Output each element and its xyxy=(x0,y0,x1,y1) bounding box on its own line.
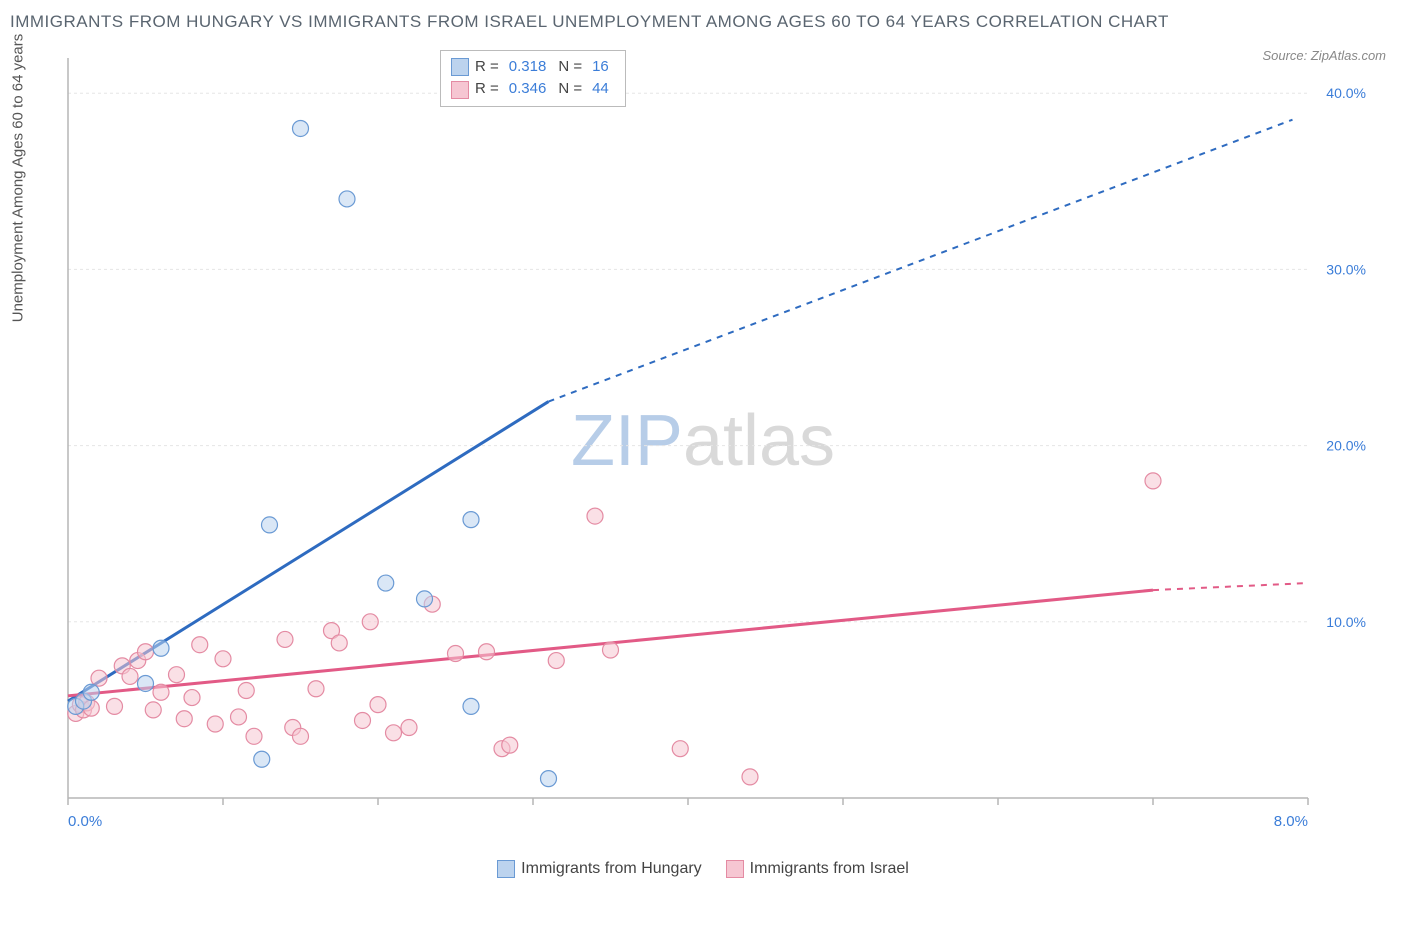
series-swatch-hungary xyxy=(497,860,515,878)
svg-text:10.0%: 10.0% xyxy=(1326,614,1366,630)
plot-wrapper: Unemployment Among Ages 60 to 64 years Z… xyxy=(10,38,1396,878)
legend-swatch-hungary xyxy=(451,58,469,76)
legend-row-israel: R = 0.346 N = 44 xyxy=(451,78,615,101)
chart-container: IMMIGRANTS FROM HUNGARY VS IMMIGRANTS FR… xyxy=(10,10,1396,878)
legend-swatch-israel xyxy=(451,81,469,99)
series-legend-israel: Immigrants from Israel xyxy=(726,860,909,878)
correlation-legend: R = 0.318 N = 16 R = 0.346 N = 44 xyxy=(440,50,626,107)
series-label-hungary: Immigrants from Hungary xyxy=(521,860,702,878)
svg-text:0.0%: 0.0% xyxy=(68,813,102,830)
chart-title: IMMIGRANTS FROM HUNGARY VS IMMIGRANTS FR… xyxy=(10,10,1396,34)
legend-row-hungary: R = 0.318 N = 16 xyxy=(451,56,615,79)
data-points xyxy=(68,120,1161,786)
n-label: N = xyxy=(558,78,582,101)
svg-text:8.0%: 8.0% xyxy=(1274,813,1308,830)
series-legend: Immigrants from Hungary Immigrants from … xyxy=(10,860,1396,878)
series-legend-hungary: Immigrants from Hungary xyxy=(497,860,702,878)
r-label: R = xyxy=(475,78,499,101)
r-value-israel: 0.346 xyxy=(509,78,547,101)
n-value-israel: 44 xyxy=(592,78,609,101)
r-value-hungary: 0.318 xyxy=(509,56,547,79)
trend-lines xyxy=(68,119,1308,700)
r-label: R = xyxy=(475,56,499,79)
scatter-plot: 10.0% 20.0% 30.0% 40.0% 0.0% 8.0% xyxy=(58,48,1378,838)
n-value-hungary: 16 xyxy=(592,56,609,79)
series-swatch-israel xyxy=(726,860,744,878)
grid-lines xyxy=(68,93,1308,622)
n-label: N = xyxy=(558,56,582,79)
y-axis-label: Unemployment Among Ages 60 to 64 years xyxy=(10,34,27,323)
svg-text:20.0%: 20.0% xyxy=(1326,437,1366,453)
svg-text:30.0%: 30.0% xyxy=(1326,261,1366,277)
series-label-israel: Immigrants from Israel xyxy=(750,860,909,878)
svg-text:40.0%: 40.0% xyxy=(1326,85,1366,101)
x-tick-labels: 0.0% 8.0% xyxy=(68,813,1308,830)
y-tick-labels: 10.0% 20.0% 30.0% 40.0% xyxy=(1326,85,1366,630)
